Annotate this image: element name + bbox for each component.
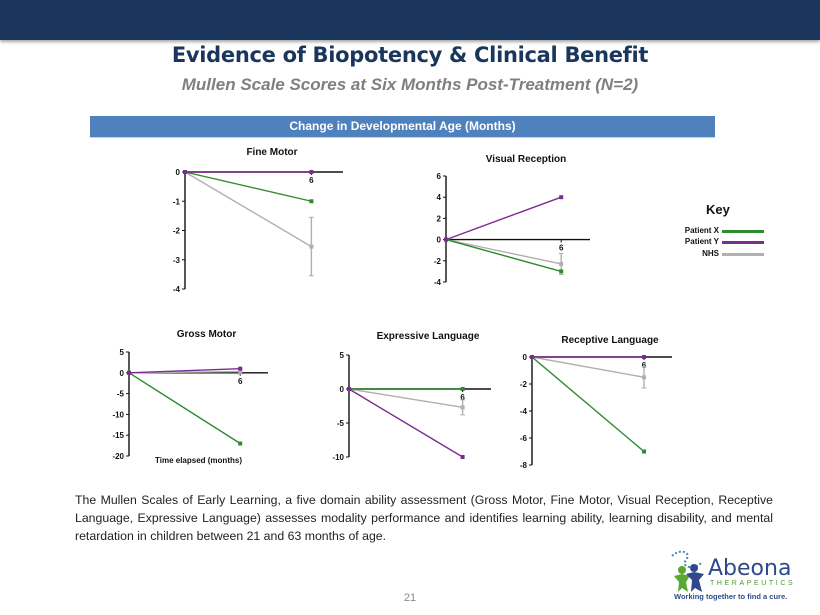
data-point-patient-x — [238, 441, 243, 446]
data-point-patient-x — [309, 199, 314, 204]
y-tick-label: -2 — [173, 227, 181, 236]
y-tick-label: -20 — [112, 452, 124, 461]
y-tick-label: 5 — [120, 348, 125, 357]
chart-title: Receptive Language — [561, 335, 659, 346]
y-tick-label: -3 — [173, 256, 181, 265]
x-tick-label: 6 — [460, 393, 465, 402]
logo-tagline: Working together to find a cure. — [674, 592, 788, 601]
data-point-patient-y — [127, 370, 131, 375]
y-tick-label: 0 — [437, 236, 442, 245]
x-tick-label: 6 — [642, 361, 647, 370]
data-point-nhs — [309, 244, 314, 249]
slide-subtitle: Mullen Scale Scores at Six Months Post-T… — [181, 75, 639, 94]
y-tick-label: -10 — [112, 410, 124, 419]
chart-title: Gross Motor — [177, 329, 237, 340]
series-line-patient-y — [348, 388, 463, 458]
data-point-patient-x — [642, 449, 646, 454]
description-paragraph: The Mullen Scales of Early Learning, a f… — [75, 493, 773, 543]
series-line-patient-y — [445, 196, 562, 241]
legend-label: NHS — [702, 249, 719, 258]
series-line-nhs — [184, 171, 312, 248]
y-tick-label: -4 — [434, 278, 442, 287]
y-tick-label: 4 — [437, 193, 442, 202]
series-line-patient-y — [128, 367, 241, 374]
top-banner — [0, 0, 820, 40]
y-tick-label: -4 — [520, 407, 528, 416]
y-tick-label: -5 — [117, 390, 125, 399]
legend-label: Patient X — [684, 226, 719, 235]
y-tick-label: 2 — [437, 214, 442, 223]
y-tick-label: 0 — [120, 369, 125, 378]
chart-title: Expressive Language — [377, 331, 480, 342]
slide-title: Evidence of Biopotency & Clinical Benefi… — [171, 43, 649, 67]
logo-name: Abeona — [708, 556, 792, 581]
data-point-patient-y — [559, 195, 564, 200]
data-point-patient-y — [642, 355, 646, 359]
series-line-patient-x — [445, 238, 562, 273]
data-point-nhs — [642, 375, 646, 380]
legend: Key Patient X Patient Y NHS — [670, 200, 780, 270]
y-tick-label: -5 — [337, 419, 345, 428]
x-tick-label: 6 — [559, 244, 564, 253]
chart-title: Visual Reception — [486, 154, 566, 165]
y-tick-label: -2 — [434, 257, 442, 266]
section-band: Change in Developmental Age (Months) — [90, 116, 715, 138]
y-tick-label: -4 — [173, 285, 181, 294]
legend-label: Patient Y — [684, 237, 719, 246]
company-logo: Abeona THERAPEUTICS Working together to … — [666, 548, 816, 608]
legend-swatch-patient-y — [722, 241, 764, 244]
page-number: 21 — [403, 592, 417, 604]
series-line-nhs — [348, 388, 463, 409]
x-tick-label: 6 — [238, 377, 243, 386]
y-tick-label: 6 — [437, 172, 442, 181]
y-tick-label: -8 — [520, 461, 528, 470]
data-point-patient-y — [444, 237, 448, 242]
data-point-patient-y — [460, 455, 465, 459]
legend-title: Key — [706, 202, 730, 217]
data-point-patient-y — [183, 170, 187, 174]
data-point-patient-y — [238, 366, 243, 371]
data-point-patient-x — [460, 387, 465, 391]
series-line-patient-x — [128, 372, 241, 445]
y-tick-label: -6 — [520, 434, 528, 443]
data-point-patient-y — [530, 355, 534, 359]
series-line-patient-x — [184, 171, 312, 202]
y-tick-label: 5 — [340, 351, 345, 360]
series-line-nhs — [445, 238, 562, 265]
series-line-nhs — [531, 356, 645, 378]
y-tick-label: 0 — [176, 168, 181, 177]
y-tick-label: -15 — [112, 431, 124, 440]
data-point-nhs — [559, 261, 564, 266]
logo-subtitle: THERAPEUTICS — [710, 580, 796, 587]
legend-swatch-nhs — [722, 253, 764, 256]
data-point-patient-x — [559, 269, 564, 274]
legend-swatch-patient-x — [722, 230, 764, 233]
data-point-nhs — [460, 405, 465, 410]
y-tick-label: -10 — [332, 453, 344, 462]
y-tick-label: 0 — [340, 385, 345, 394]
data-point-patient-y — [309, 170, 314, 174]
data-point-patient-y — [347, 387, 351, 391]
data-point-nhs — [238, 369, 243, 374]
series-line-patient-x — [531, 356, 645, 453]
logo-figures-icon — [671, 550, 704, 592]
x-tick-label: 6 — [309, 176, 314, 185]
y-tick-label: -2 — [520, 380, 528, 389]
x-axis-label: Time elapsed (months) — [155, 456, 242, 465]
chart-title: Fine Motor — [246, 147, 297, 158]
y-tick-label: 0 — [523, 353, 528, 362]
y-tick-label: -1 — [173, 197, 181, 206]
